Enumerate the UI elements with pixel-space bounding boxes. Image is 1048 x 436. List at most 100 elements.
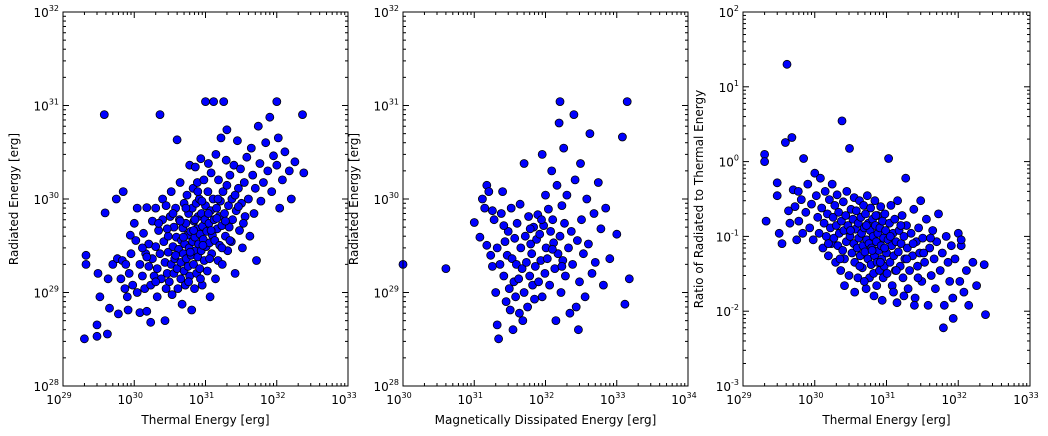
data-point [496,209,506,218]
data-point [95,292,105,302]
data-point [272,97,282,106]
data-point [103,329,112,339]
data-point [124,268,134,278]
data-point [580,292,590,302]
data-point [469,218,479,227]
data-point [934,209,943,219]
data-point [237,243,247,253]
data-point [214,175,223,185]
data-point [576,159,585,168]
data-point [250,183,260,193]
data-point [893,247,903,257]
data-point [120,284,130,294]
data-point [111,194,121,204]
data-point [851,206,861,216]
data-point [217,259,227,269]
data-point [889,287,898,297]
data-point [525,224,535,234]
data-point [880,209,890,219]
data-point [206,226,216,235]
data-point [269,151,278,161]
data-point [926,271,936,280]
y-tick-label: 1030 [34,191,59,207]
data-point [774,228,784,238]
data-point [132,203,142,213]
data-point [267,187,277,197]
data-point [515,308,524,318]
data-point [184,277,194,287]
data-point [475,232,485,242]
data-point [561,271,570,281]
data-point [495,259,505,269]
data-point [163,231,173,241]
data-point [929,254,939,264]
data-point [81,259,91,269]
y-tick-label: 1031 [34,98,59,114]
data-point [137,243,147,253]
data-point [547,166,557,176]
data-point [816,173,825,183]
data-point [160,316,170,326]
y-tick-label: 1031 [374,98,399,114]
data-point [820,186,830,196]
data-point [842,186,852,196]
data-point [523,302,532,312]
data-point [844,271,854,280]
data-point [794,216,804,226]
data-point [876,202,886,212]
data-point [898,273,908,283]
data-point [798,228,808,238]
data-point [772,178,782,188]
data-point [574,325,583,335]
data-point [501,297,511,307]
data-point [236,164,245,174]
x-tick-label: 1031 [189,391,214,407]
data-point [564,243,573,253]
data-point [805,223,815,233]
data-point [593,178,603,187]
data-point [872,281,882,291]
y-tick-label: 101 [719,79,739,95]
data-point [520,231,530,241]
data-point [562,190,572,200]
data-point [202,266,212,276]
data-point [512,218,522,228]
data-point [918,233,928,243]
data-point [899,231,909,241]
y-tick-label: 1030 [374,191,399,207]
data-point [239,178,249,187]
data-point [522,257,531,267]
data-point [163,247,173,257]
x-tick-label: 1031 [458,391,483,407]
data-point [526,239,536,249]
data-point [230,190,240,200]
data-point [155,249,165,259]
data-point [555,97,565,106]
data-point [799,154,808,163]
data-point [205,254,215,264]
data-point [537,149,547,159]
data-point [178,232,188,242]
data-point [916,196,926,206]
data-point [152,264,162,274]
data-point [155,110,165,119]
data-point [620,299,630,309]
data-point [122,292,132,302]
data-point [477,194,487,204]
data-point [151,203,161,213]
data-point [793,186,803,196]
data-point [280,147,290,157]
data-point [187,305,197,315]
data-point [884,154,893,163]
data-point [875,257,885,267]
data-point [245,231,255,241]
data-point [510,233,520,243]
data-point [601,203,611,213]
y-tick-label: 100 [719,154,739,170]
data-point [219,97,229,106]
data-point [862,221,871,230]
data-point [824,239,833,249]
data-point [203,187,213,197]
data-point [945,276,955,286]
data-point [908,239,918,249]
